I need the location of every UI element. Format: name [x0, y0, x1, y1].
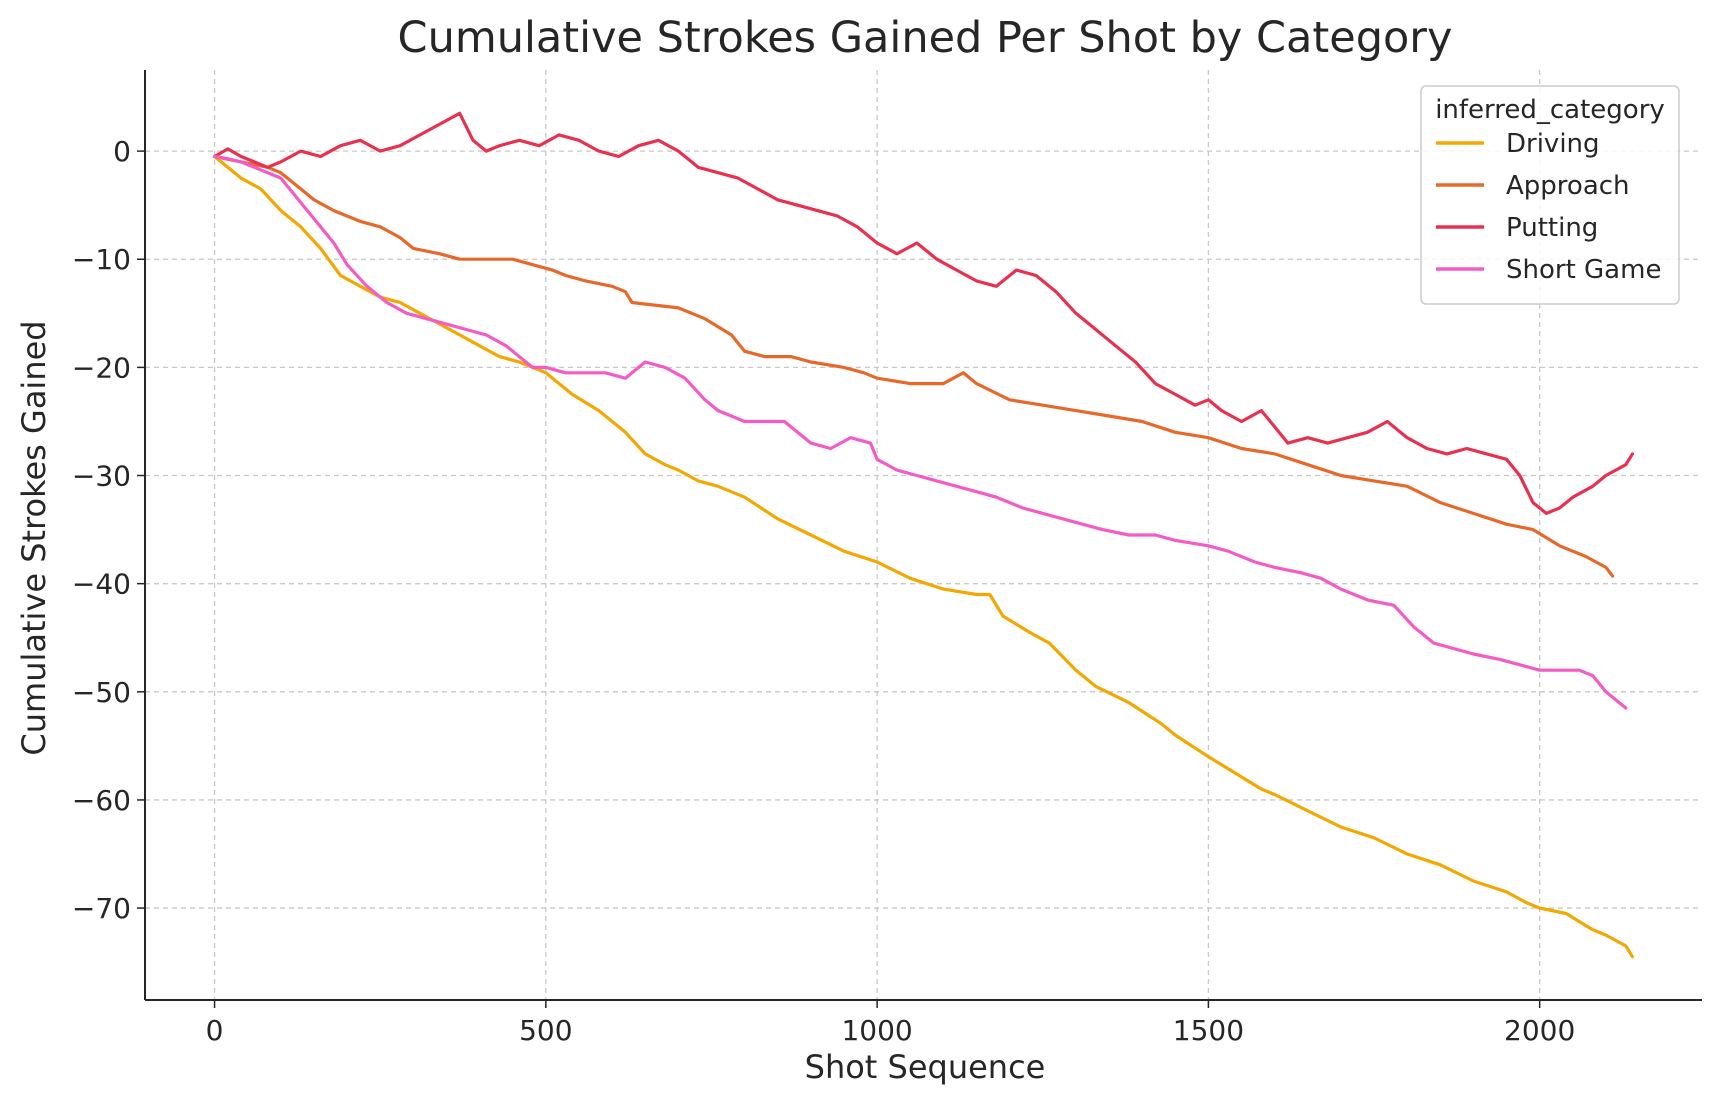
y-axis-label: Cumulative Strokes Gained: [15, 320, 53, 755]
x-tick-label: 0: [206, 1014, 224, 1047]
grid: [145, 70, 1702, 1000]
x-tick-label: 1000: [841, 1014, 912, 1047]
series-line-approach: [213, 154, 1615, 578]
legend-label-short-game: Short Game: [1506, 255, 1661, 285]
axes: [144, 70, 1702, 1001]
y-tick-label: −10: [72, 243, 131, 276]
y-ticks: 0 −10 −20 −30 −40 −50 −60 −70: [72, 135, 145, 925]
series-lines: [213, 111, 1635, 959]
x-tick-label: 2000: [1504, 1014, 1575, 1047]
y-tick-label: 0: [113, 135, 131, 168]
y-tick-label: −60: [72, 784, 131, 817]
series-line-short-game: [213, 154, 1628, 710]
y-tick-label: −70: [72, 892, 131, 925]
x-tick-label: 1500: [1173, 1014, 1244, 1047]
chart-title: Cumulative Strokes Gained Per Shot by Ca…: [398, 13, 1453, 63]
legend: inferred_category Driving Approach Putting…: [1420, 85, 1680, 305]
y-tick-label: −30: [72, 460, 131, 493]
series-line-putting: [213, 111, 1635, 516]
legend-box: [1420, 85, 1680, 305]
legend-label-driving: Driving: [1506, 129, 1600, 159]
y-tick-label: −20: [72, 351, 131, 384]
x-tick-label: 500: [519, 1014, 572, 1047]
x-axis-label: Shot Sequence: [805, 1048, 1046, 1086]
legend-label-approach: Approach: [1506, 171, 1630, 201]
legend-label-putting: Putting: [1506, 213, 1598, 243]
legend-entries: Driving Approach Putting Short Game: [1436, 129, 1661, 285]
series-line-driving: [213, 154, 1635, 959]
y-tick-label: −40: [72, 568, 131, 601]
y-tick-label: −50: [72, 676, 131, 709]
x-ticks: 0 500 1000 1500 2000: [206, 1000, 1575, 1047]
legend-title: inferred_category: [1435, 95, 1665, 125]
